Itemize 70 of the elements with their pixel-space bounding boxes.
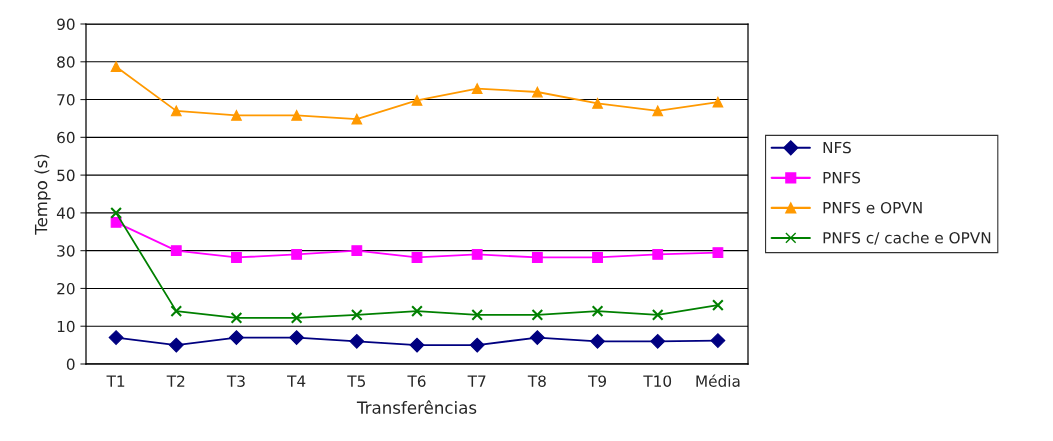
point: [170, 245, 182, 257]
point: [529, 330, 545, 345]
point: [110, 206, 122, 219]
y-tick-label: 60: [57, 131, 75, 144]
point: [651, 308, 664, 321]
point: [592, 252, 603, 263]
y-axis-title: Tempo (s): [34, 154, 51, 235]
point: [108, 330, 124, 345]
x-axis-title: Transferências: [356, 400, 477, 414]
point: [469, 337, 485, 353]
x-tick-label: T1: [106, 375, 125, 387]
point: [170, 305, 183, 318]
point: [712, 247, 724, 258]
point: [291, 249, 303, 260]
x-tick-label: T7: [467, 375, 486, 387]
x-tick-label: Média: [696, 374, 740, 387]
point: [289, 330, 305, 345]
point: [650, 333, 666, 349]
legend-label: NFS: [823, 141, 851, 154]
point: [591, 305, 604, 318]
point: [231, 252, 242, 263]
point: [471, 308, 484, 321]
y-tick-label: 20: [57, 282, 75, 295]
point: [230, 312, 243, 324]
y-tick-label: 90: [57, 18, 75, 31]
legend-label: PNFS: [823, 171, 861, 184]
point: [531, 86, 543, 98]
x-tick-label: T6: [407, 375, 426, 387]
y-tick-label: 10: [57, 320, 75, 333]
x-tick-label: T10: [643, 375, 672, 387]
y-tick-label: 80: [57, 56, 75, 68]
point: [231, 110, 242, 121]
point: [531, 252, 543, 263]
y-tick-label: 70: [57, 94, 75, 106]
point: [110, 61, 122, 73]
legend-label: PNFS c/ cache e OPVN: [823, 231, 991, 245]
point: [168, 337, 184, 353]
y-tick-label: 0: [66, 358, 75, 371]
point: [411, 94, 423, 106]
point: [531, 308, 544, 321]
point: [471, 249, 483, 260]
point: [411, 305, 423, 318]
point: [471, 83, 483, 95]
x-tick-label: T9: [587, 375, 606, 387]
x-tick-label: T2: [166, 375, 185, 387]
point: [351, 245, 363, 257]
y-tick-label: 30: [57, 245, 75, 257]
point: [710, 333, 726, 349]
point: [652, 105, 664, 117]
point: [349, 333, 365, 349]
point: [350, 308, 363, 321]
point: [229, 330, 244, 345]
point: [170, 105, 182, 117]
point: [712, 299, 724, 311]
point: [712, 96, 724, 108]
point: [291, 110, 303, 121]
point: [592, 97, 603, 109]
point: [652, 249, 664, 260]
x-tick-label: T3: [226, 375, 245, 387]
x-tick-label: T4: [287, 375, 306, 387]
y-tick-label: 50: [57, 169, 75, 182]
x-tick-label: T5: [347, 375, 366, 387]
point: [409, 337, 425, 353]
y-tick-label: 40: [56, 207, 75, 219]
point: [590, 333, 605, 349]
point: [351, 113, 363, 125]
x-tick-label: T8: [527, 375, 546, 387]
point: [290, 312, 303, 324]
legend-label: PNFS e OPVN: [823, 201, 922, 214]
point: [411, 252, 423, 263]
